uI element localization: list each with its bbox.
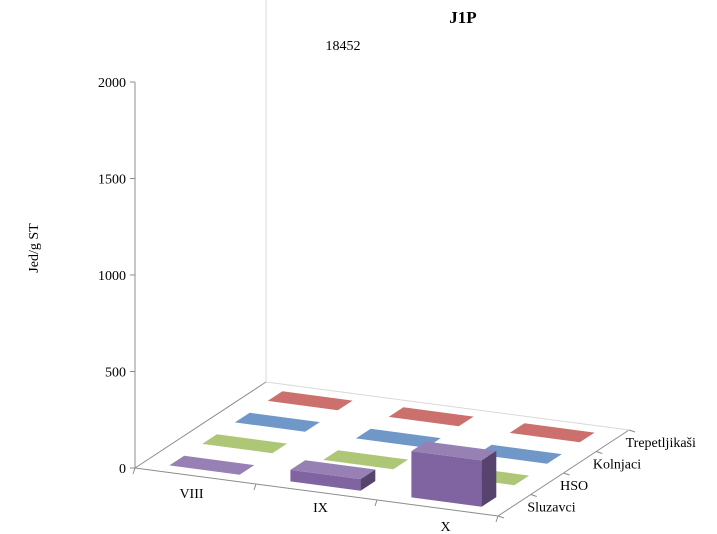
y-tick-label: 500	[105, 366, 126, 381]
series-label: Trepetljikaši	[626, 436, 696, 451]
depth-tick-mark	[596, 451, 603, 454]
depth-tick-mark	[628, 429, 636, 433]
x-tick-label: IX	[313, 501, 328, 516]
y-tick-label: 1500	[98, 173, 126, 188]
bar-top-face	[267, 391, 353, 411]
x-tick-label: VIII	[179, 487, 203, 502]
bar	[267, 391, 353, 411]
bar-top-face	[355, 428, 441, 448]
y-axis-label: Jed/g ST	[27, 223, 42, 273]
bar-top-face	[323, 450, 409, 470]
x-tick-mark	[374, 499, 378, 507]
x-axis-line	[134, 467, 499, 517]
bar	[509, 423, 595, 443]
x-tick-label: X	[440, 520, 450, 534]
x-tick-mark	[253, 483, 257, 491]
bar-top-face	[476, 444, 562, 464]
bar-top-face	[202, 434, 288, 454]
y-tick-label: 1000	[98, 269, 126, 284]
bar	[202, 434, 288, 454]
depth-tick-mark	[497, 515, 505, 519]
depth-tick-mark	[530, 494, 537, 497]
bar	[388, 407, 474, 427]
bar-top-face	[169, 455, 255, 475]
bar-top-face	[234, 412, 320, 432]
floor-left-edge	[134, 381, 267, 469]
bar-top-face	[290, 460, 376, 480]
y-tick-label: 2000	[98, 76, 126, 91]
series-label: Kolnjaci	[593, 457, 641, 472]
bar-top-face	[388, 407, 474, 427]
depth-tick-mark	[563, 472, 570, 476]
y-tick-label: 0	[119, 462, 126, 477]
bar	[290, 460, 376, 491]
chart-title: J1P	[449, 8, 476, 27]
series-label: Sluzavci	[527, 500, 575, 515]
series-label: HSO	[560, 479, 588, 494]
bar	[355, 428, 441, 448]
bar	[476, 444, 562, 464]
bar	[411, 441, 497, 507]
floor-back-edge	[265, 381, 630, 431]
bar	[323, 450, 409, 470]
bar-top-face	[509, 423, 595, 443]
x-tick-mark	[495, 515, 499, 523]
bar	[169, 455, 255, 475]
bar-side-face	[481, 450, 497, 507]
bar	[234, 412, 320, 432]
bar-front-face	[290, 469, 361, 491]
bar-side-face	[360, 469, 376, 491]
bar-annotation: 18452	[326, 39, 361, 54]
bar-front-face	[411, 451, 482, 507]
x-tick-mark	[132, 467, 136, 475]
bar-top-face	[411, 441, 497, 461]
